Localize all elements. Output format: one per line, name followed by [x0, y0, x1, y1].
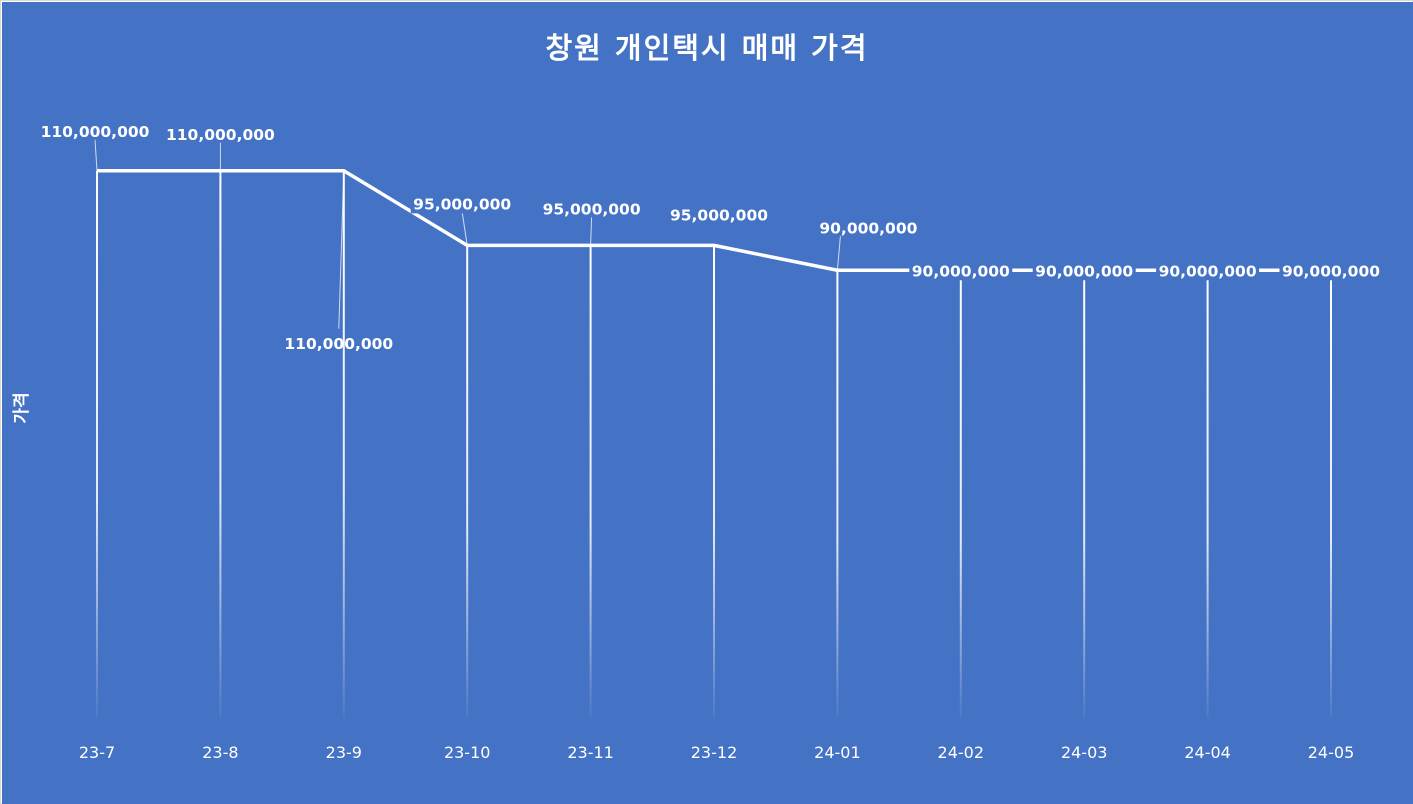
- x-tick-label: 23-8: [202, 743, 238, 762]
- drop-line: [342, 170, 345, 718]
- x-tick-label: 24-05: [1308, 743, 1355, 762]
- data-label: 110,000,000: [41, 123, 150, 141]
- x-tick-label: 24-01: [814, 743, 861, 762]
- data-label: 95,000,000: [543, 200, 641, 218]
- drop-line: [466, 245, 469, 718]
- data-label-background: [909, 258, 1013, 281]
- drop-line: [1083, 270, 1086, 718]
- drop-line: [1330, 270, 1332, 718]
- data-label: 90,000,000: [912, 262, 1010, 280]
- data-label-background: [410, 191, 514, 214]
- label-backgrounds: [410, 191, 1383, 281]
- drop-line: [959, 270, 962, 718]
- label-leader-line: [836, 236, 841, 271]
- drop-line: [1206, 270, 1209, 718]
- y-axis-label: 가격: [12, 392, 32, 423]
- x-tick-label: 23-12: [691, 743, 738, 762]
- label-leader-lines: [94, 139, 841, 329]
- data-label-background: [1156, 258, 1260, 281]
- label-leader-line: [338, 170, 345, 329]
- data-labels: 110,000,000 110,000,000 110,000,000 95,000,…: [41, 123, 1381, 353]
- data-label: 95,000,000: [670, 206, 768, 224]
- drop-line: [836, 270, 839, 718]
- x-tick-label: 23-9: [326, 743, 362, 762]
- data-label: 90,000,000: [819, 219, 917, 237]
- drop-line: [96, 170, 98, 718]
- label-leader-line: [590, 217, 593, 246]
- drop-line: [589, 245, 592, 718]
- data-label: 90,000,000: [1159, 262, 1257, 280]
- drop-line: [713, 245, 715, 718]
- drop-lines: [96, 170, 1332, 718]
- x-tick-label: 23-10: [444, 743, 491, 762]
- x-axis-ticks: 23-7 23-8 23-9 23-10 23-11 23-12 24-01 24-02 24-…: [79, 743, 1354, 762]
- data-label: 90,000,000: [1035, 262, 1133, 280]
- x-tick-label: 23-7: [79, 743, 115, 762]
- x-tick-label: 23-11: [567, 743, 614, 762]
- data-label-background: [1279, 258, 1383, 281]
- x-tick-label: 24-04: [1184, 743, 1231, 762]
- chart-title: 창원 개인택시 매매 가격: [545, 31, 868, 65]
- label-leader-line: [94, 139, 98, 171]
- data-label: 110,000,000: [166, 126, 275, 144]
- x-tick-label: 24-03: [1061, 743, 1108, 762]
- x-tick-label: 24-02: [938, 743, 985, 762]
- data-label: 95,000,000: [413, 195, 511, 213]
- data-label: 90,000,000: [1282, 262, 1380, 280]
- label-leader-line: [461, 212, 468, 246]
- drop-line: [219, 170, 222, 718]
- data-label: 110,000,000: [284, 335, 393, 353]
- data-label-background: [1032, 258, 1136, 281]
